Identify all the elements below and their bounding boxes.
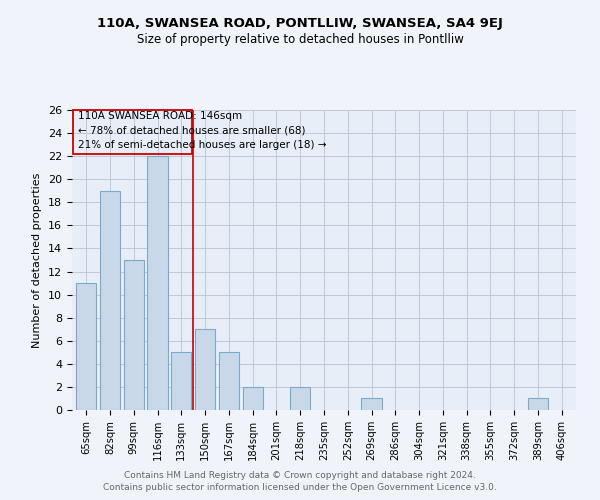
Bar <box>528 398 548 410</box>
Bar <box>171 352 191 410</box>
Text: Size of property relative to detached houses in Pontlliw: Size of property relative to detached ho… <box>137 32 463 46</box>
Text: ← 78% of detached houses are smaller (68): ← 78% of detached houses are smaller (68… <box>78 126 305 136</box>
Bar <box>124 260 144 410</box>
Bar <box>290 387 310 410</box>
Bar <box>219 352 239 410</box>
Bar <box>73 110 192 154</box>
Text: 110A, SWANSEA ROAD, PONTLLIW, SWANSEA, SA4 9EJ: 110A, SWANSEA ROAD, PONTLLIW, SWANSEA, S… <box>97 18 503 30</box>
Bar <box>361 398 382 410</box>
Bar <box>148 156 167 410</box>
Text: 21% of semi-detached houses are larger (18) →: 21% of semi-detached houses are larger (… <box>78 140 326 149</box>
Bar <box>100 191 120 410</box>
Text: Contains HM Land Registry data © Crown copyright and database right 2024.
Contai: Contains HM Land Registry data © Crown c… <box>103 471 497 492</box>
Bar <box>195 329 215 410</box>
Y-axis label: Number of detached properties: Number of detached properties <box>32 172 43 348</box>
Bar <box>242 387 263 410</box>
Text: 110A SWANSEA ROAD: 146sqm: 110A SWANSEA ROAD: 146sqm <box>78 111 242 121</box>
Bar <box>76 283 97 410</box>
